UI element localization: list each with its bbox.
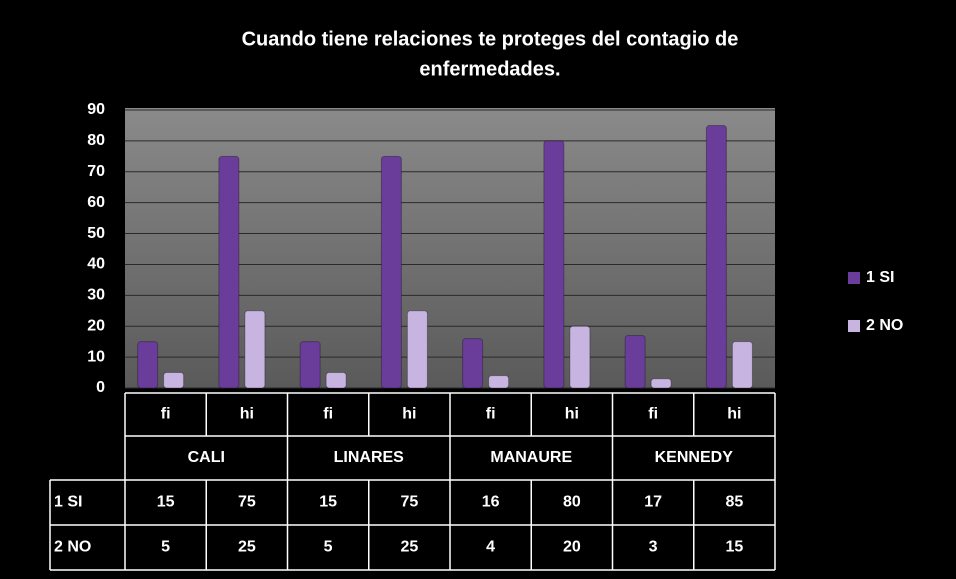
group-label: MANAURE xyxy=(490,449,572,466)
y-tick-label: 90 xyxy=(87,101,105,118)
table-value: 80 xyxy=(563,494,581,511)
bar xyxy=(218,155,240,389)
bar xyxy=(569,325,591,389)
y-tick-label: 70 xyxy=(87,163,105,180)
chart-title: enfermedades. xyxy=(419,58,560,80)
table-value: 20 xyxy=(563,539,581,556)
bar xyxy=(163,372,185,389)
x-tick-label: hi xyxy=(240,406,254,423)
y-tick-label: 40 xyxy=(87,256,105,273)
bar xyxy=(543,140,565,389)
table-value: 17 xyxy=(644,494,662,511)
y-tick-label: 10 xyxy=(87,348,105,365)
x-tick-label: fi xyxy=(161,406,171,423)
legend-swatch xyxy=(848,320,860,332)
table-value: 75 xyxy=(238,494,256,511)
table-row-label: 2 NO xyxy=(54,539,91,556)
x-tick-label: hi xyxy=(402,406,416,423)
group-label: KENNEDY xyxy=(655,449,734,466)
table-value: 4 xyxy=(486,539,495,556)
x-tick-label: hi xyxy=(727,406,741,423)
legend-label: 2 NO xyxy=(866,317,903,334)
group-label: CALI xyxy=(188,449,225,466)
table-value: 15 xyxy=(157,494,175,511)
bar xyxy=(380,155,402,389)
bar xyxy=(325,372,347,389)
bar xyxy=(244,310,266,389)
table-value: 16 xyxy=(482,494,500,511)
x-tick-label: fi xyxy=(648,406,658,423)
table-value: 75 xyxy=(400,494,418,511)
bar xyxy=(462,338,484,389)
y-tick-label: 20 xyxy=(87,317,105,334)
legend-label: 1 SI xyxy=(866,269,894,286)
bar xyxy=(406,310,428,389)
y-tick-label: 0 xyxy=(96,379,105,396)
table-value: 3 xyxy=(649,539,658,556)
table-value: 5 xyxy=(161,539,170,556)
group-label: LINARES xyxy=(334,449,405,466)
bar xyxy=(650,378,672,389)
x-tick-label: fi xyxy=(486,406,496,423)
table-value: 15 xyxy=(319,494,337,511)
bar xyxy=(731,341,753,389)
table-row-label: 1 SI xyxy=(54,494,82,511)
table-value: 25 xyxy=(400,539,418,556)
table-value: 15 xyxy=(725,539,743,556)
bar xyxy=(488,375,510,389)
y-tick-label: 80 xyxy=(87,132,105,149)
y-tick-label: 30 xyxy=(87,287,105,304)
x-tick-label: fi xyxy=(323,406,333,423)
y-tick-label: 60 xyxy=(87,194,105,211)
bar xyxy=(624,334,646,389)
chart-title: Cuando tiene relaciones te proteges del … xyxy=(242,28,739,50)
y-tick-label: 50 xyxy=(87,225,105,242)
bar xyxy=(705,124,727,389)
x-tick-label: hi xyxy=(565,406,579,423)
legend-swatch xyxy=(848,272,860,284)
table-value: 25 xyxy=(238,539,256,556)
table-value: 85 xyxy=(725,494,743,511)
bar xyxy=(299,341,321,389)
table-value: 5 xyxy=(324,539,333,556)
bar xyxy=(137,341,159,389)
